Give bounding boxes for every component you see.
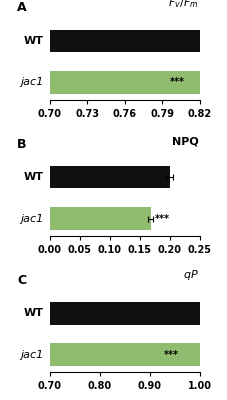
Text: ***: *** [170, 78, 185, 88]
Text: NPQ: NPQ [172, 136, 198, 146]
Bar [50, 71, 227, 94]
Text: A: A [17, 2, 27, 14]
Text: ***: *** [164, 350, 179, 360]
Text: C: C [17, 274, 26, 287]
Text: jac1: jac1 [21, 350, 44, 360]
Bar [50, 343, 227, 366]
Bar [50, 207, 151, 230]
Text: ***: *** [155, 214, 170, 224]
Text: $qP$: $qP$ [183, 268, 198, 282]
Text: WT: WT [24, 36, 44, 46]
Bar [50, 302, 227, 324]
Text: WT: WT [24, 308, 44, 318]
Text: jac1: jac1 [21, 214, 44, 224]
Bar [50, 30, 227, 52]
Bar [50, 166, 170, 188]
Text: WT: WT [24, 172, 44, 182]
Text: $F_v/F_m$: $F_v/F_m$ [168, 0, 198, 10]
Text: jac1: jac1 [21, 78, 44, 88]
Text: B: B [17, 138, 27, 150]
